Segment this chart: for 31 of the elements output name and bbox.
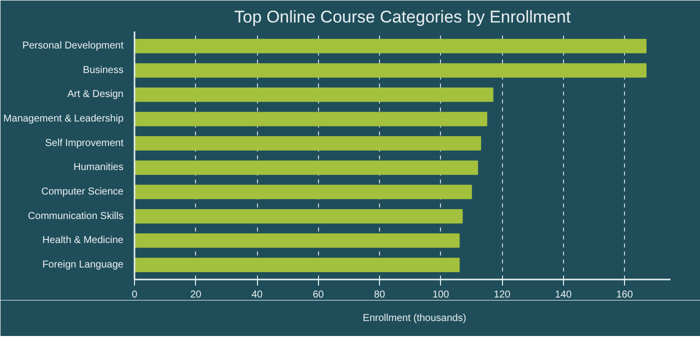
bar [134, 38, 646, 54]
y-tick-label: Foreign Language [42, 259, 124, 270]
bar [134, 184, 472, 200]
bar [134, 112, 488, 126]
x-tick-label: 20 [190, 290, 202, 300]
y-tick-label: Humanities [73, 162, 124, 174]
x-tick-label: 160 [616, 290, 634, 300]
x-tick-label: 120 [494, 290, 511, 300]
x-tick-label: 80 [374, 290, 386, 300]
bar [134, 63, 646, 78]
x-tick-label: 100 [432, 290, 450, 300]
text: Enrollment (thousands) [362, 312, 466, 324]
bar [134, 136, 482, 151]
chart-title: Top Online Course Categories by Enrollment [234, 8, 571, 26]
bar [134, 258, 460, 272]
x-tick-label: 40 [251, 290, 264, 300]
y-tick-label: Health & Medicine [42, 235, 124, 246]
y-tick-label: Art & Design [67, 89, 124, 100]
y-tick-label: Business [82, 64, 124, 76]
bar [134, 88, 494, 102]
y-tick-label: Self Improvement [45, 138, 124, 149]
bar [134, 209, 463, 224]
x-tick-label: 140 [554, 290, 572, 300]
x-tick-label: 0 [132, 290, 138, 300]
y-tick-label: Management & Leadership [3, 114, 124, 125]
bar [134, 233, 460, 248]
bar [134, 160, 478, 175]
y-tick-label: Communication Skills [28, 210, 124, 222]
y-tick-label: Personal Development [22, 40, 124, 52]
y-tick-label: Computer Science [41, 186, 124, 198]
x-tick-label: 60 [312, 290, 324, 300]
